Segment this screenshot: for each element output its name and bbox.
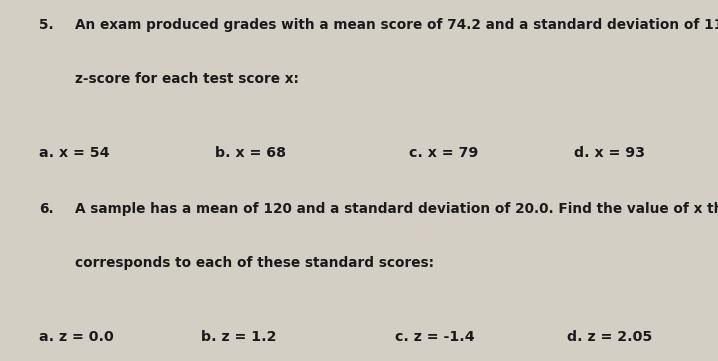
Text: corresponds to each of these standard scores:: corresponds to each of these standard sc…	[75, 256, 434, 270]
Text: d. x = 93: d. x = 93	[574, 146, 645, 160]
Text: 5.: 5.	[39, 18, 54, 32]
Text: b. x = 68: b. x = 68	[215, 146, 286, 160]
Text: a. z = 0.0: a. z = 0.0	[39, 330, 114, 344]
Text: A sample has a mean of 120 and a standard deviation of 20.0. Find the value of x: A sample has a mean of 120 and a standar…	[75, 202, 718, 216]
Text: b. z = 1.2: b. z = 1.2	[201, 330, 276, 344]
Text: c. x = 79: c. x = 79	[409, 146, 478, 160]
Text: An exam produced grades with a mean score of 74.2 and a standard deviation of 11: An exam produced grades with a mean scor…	[75, 18, 718, 32]
Text: a. x = 54: a. x = 54	[39, 146, 110, 160]
Text: 6.: 6.	[39, 202, 54, 216]
Text: z-score for each test score x:: z-score for each test score x:	[75, 72, 299, 86]
Text: c. z = -1.4: c. z = -1.4	[395, 330, 475, 344]
Text: d. z = 2.05: d. z = 2.05	[567, 330, 653, 344]
